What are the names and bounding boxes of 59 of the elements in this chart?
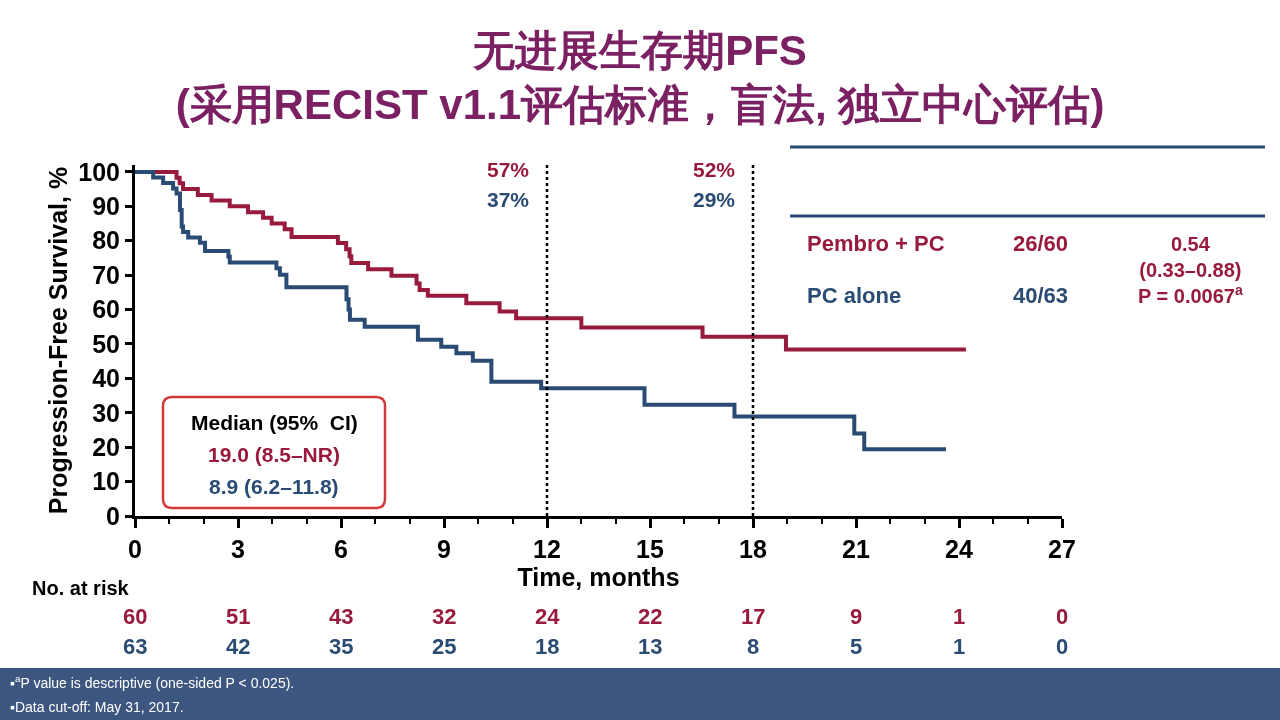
text: 32	[432, 604, 457, 629]
text: 0	[1056, 604, 1069, 629]
x-tick-label: 12	[533, 535, 561, 563]
text: 18	[535, 634, 560, 659]
y-tick-label: 80	[92, 226, 120, 255]
text: 17	[741, 604, 766, 629]
annotation: 40/63	[1013, 283, 1069, 308]
chart-title: 无进展生存期PFS (采用RECIST v1.1评估标准，盲法, 独立中心评估)	[175, 26, 1105, 129]
text: ▪Data cut-off: May 31, 2017.	[10, 699, 184, 715]
annotation: 57%	[487, 158, 530, 181]
text: 60	[123, 604, 148, 629]
y-tick-label: 40	[92, 364, 120, 393]
text: 25	[432, 634, 457, 659]
text: 42	[226, 634, 251, 659]
y-tick-label: 70	[92, 260, 120, 289]
x-tick-label: 24	[945, 535, 973, 563]
x-tick-label: 15	[636, 535, 664, 563]
text: 63	[123, 634, 148, 659]
text: 43	[329, 604, 354, 629]
x-tick-label: 0	[128, 535, 142, 563]
x-tick-label: 6	[334, 535, 348, 563]
annotation: 26/60	[1013, 231, 1069, 256]
annotation: 52%	[693, 158, 736, 181]
x-tick-label: 21	[842, 535, 870, 563]
text: 51	[226, 604, 251, 629]
text: 35	[329, 634, 354, 659]
x-tick-label: 3	[231, 535, 245, 563]
x-axis-title: Time, months	[517, 563, 680, 591]
annotation: 8.9 (6.2–11.8)	[209, 475, 339, 498]
text: ▪$^{a}$P value is descriptive (one-sided P < 0.025).	[10, 673, 295, 691]
text: Pembro + PC	[807, 231, 945, 256]
y-tick-label: 60	[92, 295, 120, 324]
text: PC alone	[807, 283, 902, 308]
y-tick-label: 50	[92, 329, 120, 358]
text: 13	[638, 634, 663, 659]
y-tick-label: 100	[78, 157, 120, 186]
text: 22	[638, 604, 663, 629]
y-tick-label: 20	[92, 432, 120, 461]
text: 8	[747, 634, 760, 659]
annotation: 37%	[487, 188, 530, 211]
text: 5	[850, 634, 863, 659]
text: 24	[535, 604, 561, 629]
y-axis-title: Progression-Free Survival, %	[44, 166, 73, 515]
text: 9	[850, 604, 863, 629]
annotation: Median (95% CI)	[191, 411, 358, 434]
annotation: 19.0 (8.5–NR)	[208, 443, 340, 466]
y-tick-label: 0	[106, 501, 120, 530]
y-tick-label: 30	[92, 398, 120, 427]
x-tick-label: 18	[739, 535, 767, 563]
text: 0.54 (0.33–0.88) P = 0.0067$^{a}$	[1138, 233, 1243, 307]
text: No. at risk	[32, 577, 130, 599]
x-tick-label: 9	[437, 535, 451, 563]
y-tick-label: 10	[92, 467, 120, 496]
text: 1	[953, 604, 966, 629]
annotation: 29%	[693, 188, 736, 211]
text: 0	[1056, 634, 1069, 659]
text: 1	[953, 634, 966, 659]
x-tick-label: 27	[1048, 535, 1076, 563]
y-tick-label: 90	[92, 192, 120, 221]
